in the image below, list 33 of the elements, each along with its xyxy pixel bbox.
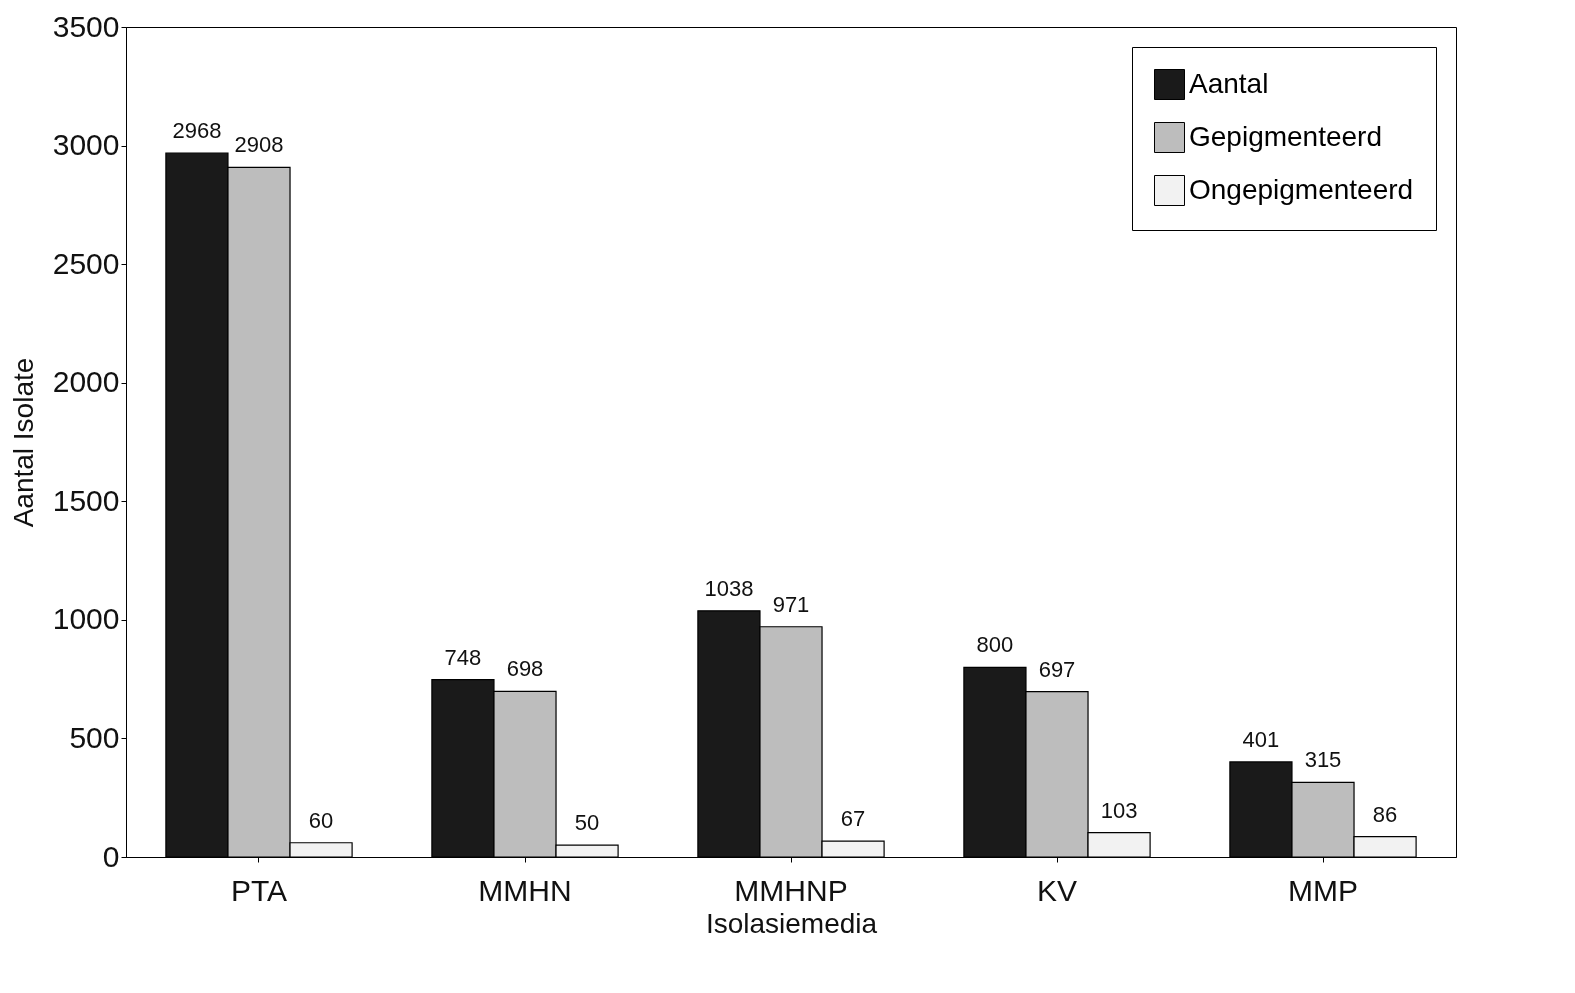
data-label: 698 — [506, 656, 544, 682]
data-label: 315 — [1304, 747, 1342, 773]
y-tick-label: 2000 — [52, 365, 120, 399]
data-label: 2908 — [234, 132, 284, 158]
data-label: 1038 — [704, 575, 754, 601]
data-label: 50 — [574, 810, 600, 836]
data-label: 103 — [1100, 797, 1138, 823]
y-tick-label: 1000 — [52, 602, 120, 636]
y-tick-label: 2500 — [52, 246, 120, 280]
data-label: 2968 — [172, 118, 222, 144]
data-label: 971 — [772, 591, 810, 617]
x-tick-label: MMHN — [478, 873, 572, 907]
data-label: 401 — [1242, 726, 1280, 752]
data-label: 60 — [308, 807, 334, 833]
y-axis-title: Aantal Isolate — [7, 357, 39, 528]
legend-label: Aantal — [1189, 67, 1269, 99]
data-label: 67 — [840, 806, 866, 832]
x-axis-title: Isolasiemedia — [705, 907, 878, 939]
x-tick-label: MMP — [1288, 873, 1358, 907]
y-tick-label: 500 — [69, 720, 120, 754]
y-tick-label: 0 — [102, 839, 120, 873]
x-tick-label: PTA — [230, 873, 288, 907]
legend-label: Ongepigmenteerd — [1189, 173, 1414, 205]
y-tick-label: 3500 — [52, 9, 120, 43]
data-label: 800 — [976, 632, 1014, 658]
x-tick-label: KV — [1036, 873, 1078, 907]
data-label: 697 — [1038, 656, 1076, 682]
data-label: 748 — [444, 644, 482, 670]
x-tick-label: MMHNP — [734, 873, 848, 907]
y-tick-label: 3000 — [52, 128, 120, 162]
legend-label: Gepigmenteerd — [1189, 120, 1383, 152]
y-tick-label: 1500 — [52, 483, 120, 517]
data-label: 86 — [1372, 801, 1398, 827]
